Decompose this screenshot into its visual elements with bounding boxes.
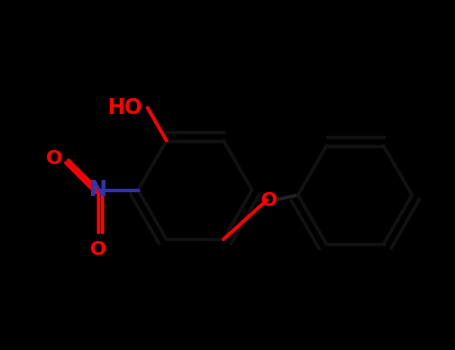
Text: HO: HO (107, 98, 142, 118)
Text: O: O (261, 190, 277, 210)
Text: O: O (46, 149, 62, 168)
Text: N: N (89, 180, 107, 200)
Text: O: O (90, 240, 106, 259)
